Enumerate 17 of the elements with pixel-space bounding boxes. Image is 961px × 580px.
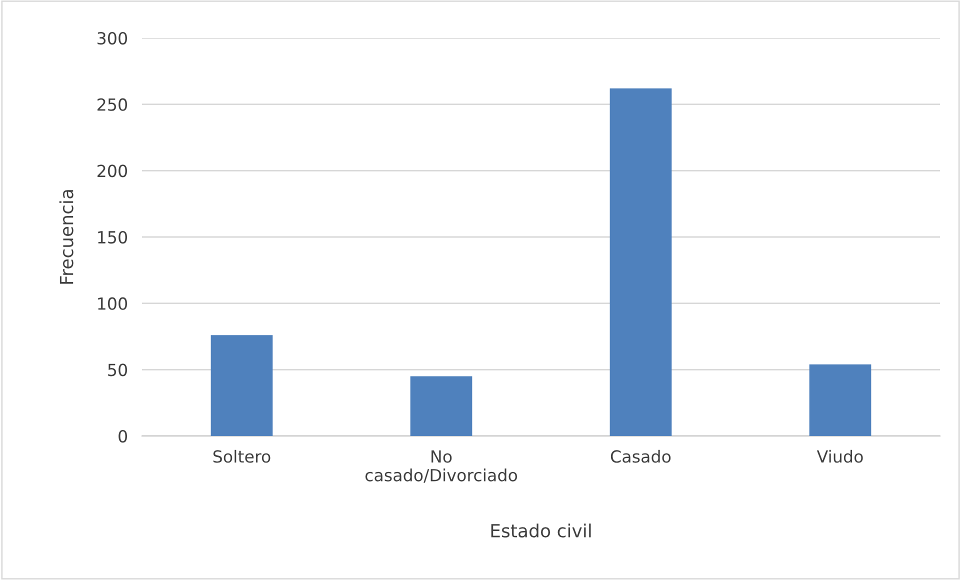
- y-axis-title: Frecuencia: [59, 190, 74, 284]
- x-axis-title: Estado civil: [491, 524, 591, 538]
- bar: [610, 88, 672, 436]
- y-tick-label: 50: [108, 364, 128, 376]
- y-tick-label: 300: [98, 32, 128, 45]
- x-tick-label: No casado/Divorciado: [365, 450, 518, 483]
- y-tick-label: 150: [98, 230, 128, 244]
- bar: [410, 376, 472, 436]
- bar: [210, 335, 273, 436]
- y-tick-label: 200: [98, 164, 128, 178]
- y-tick-label: 100: [98, 297, 128, 310]
- x-tick-label: Casado: [610, 450, 671, 463]
- y-tick-label: 250: [98, 98, 128, 111]
- x-tick-label: Viudo: [816, 450, 863, 463]
- y-tick-label: 0: [118, 430, 128, 443]
- x-tick-label: Soltero: [213, 450, 270, 463]
- bar: [809, 364, 872, 436]
